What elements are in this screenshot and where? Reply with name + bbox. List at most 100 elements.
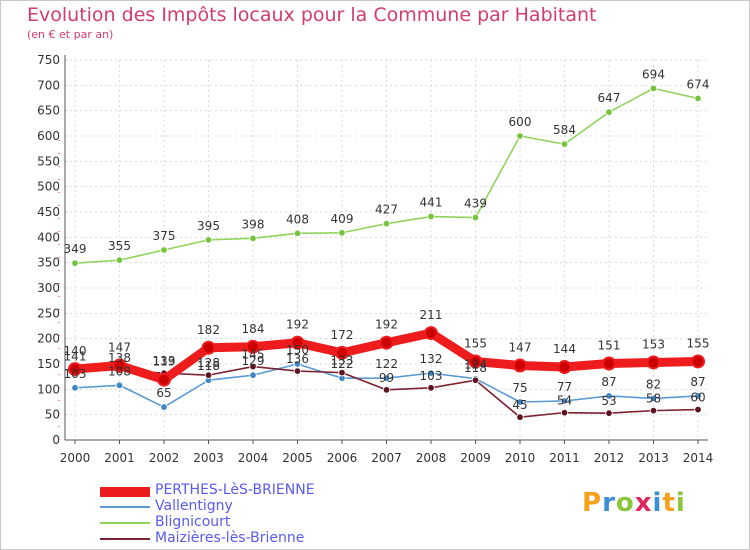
legend-item-blignicourt: Blignicourt xyxy=(100,514,400,531)
proxiti-logo: Proxiti xyxy=(582,488,686,518)
data-label-maizi-res-l-s-brienne: 138 xyxy=(108,351,131,365)
legend-item-maizieres: Maizières-lès-Brienne xyxy=(100,530,400,547)
x-tick-label: 2000 xyxy=(60,451,91,465)
legend-item-perthes: PERTHES-LèS-BRIENNE xyxy=(100,482,400,499)
data-point-vallentigny xyxy=(160,403,168,411)
data-label-perthes-l-s-brienne: 155 xyxy=(464,336,487,350)
data-point-maizi-res-l-s-brienne xyxy=(382,386,391,394)
data-point-perthes-l-s-brienne xyxy=(557,360,572,375)
data-label-maizi-res-l-s-brienne: 99 xyxy=(379,371,394,385)
chart-subtitle: (en € et par an) xyxy=(27,28,114,41)
data-label-blignicourt: 395 xyxy=(197,219,220,233)
data-label-perthes-l-s-brienne: 184 xyxy=(242,322,265,336)
data-label-maizi-res-l-s-brienne: 58 xyxy=(646,392,661,406)
data-label-perthes-l-s-brienne: 211 xyxy=(420,308,443,322)
data-label-vallentigny: 124 xyxy=(464,358,487,372)
legend-swatch-vallentigny xyxy=(100,506,150,508)
logo-letter: i xyxy=(652,488,663,518)
data-point-maizi-res-l-s-brienne xyxy=(293,367,302,375)
data-point-vallentigny xyxy=(560,397,569,405)
data-label-maizi-res-l-s-brienne: 45 xyxy=(512,398,527,412)
data-point-maizi-res-l-s-brienne xyxy=(427,384,435,392)
data-label-maizi-res-l-s-brienne: 133 xyxy=(153,354,176,368)
data-label-perthes-l-s-brienne: 147 xyxy=(108,341,131,355)
data-point-perthes-l-s-brienne xyxy=(379,335,394,350)
legend-swatch-maizieres xyxy=(100,538,150,540)
data-point-perthes-l-s-brienne xyxy=(691,354,705,369)
x-tick-label: 2002 xyxy=(149,451,180,465)
data-point-perthes-l-s-brienne xyxy=(602,356,616,371)
legend-item-vallentigny: Vallentigny xyxy=(100,498,400,515)
data-label-maizi-res-l-s-brienne: 145 xyxy=(242,348,265,362)
data-point-vallentigny xyxy=(427,369,435,377)
data-label-perthes-l-s-brienne: 140 xyxy=(64,344,87,358)
data-label-vallentigny: 87 xyxy=(690,375,705,389)
data-label-vallentigny: 103 xyxy=(64,367,87,381)
data-point-blignicourt xyxy=(427,212,435,221)
data-label-vallentigny: 122 xyxy=(375,357,398,371)
data-point-vallentigny xyxy=(115,381,124,389)
data-point-vallentigny xyxy=(293,360,302,368)
data-point-vallentigny xyxy=(382,374,391,382)
data-point-perthes-l-s-brienne xyxy=(424,326,438,341)
data-point-perthes-l-s-brienne xyxy=(468,354,483,369)
data-point-vallentigny xyxy=(516,398,524,406)
data-point-blignicourt xyxy=(249,234,257,243)
data-point-perthes-l-s-brienne xyxy=(335,345,349,360)
data-point-perthes-l-s-brienne xyxy=(68,362,82,377)
data-point-maizi-res-l-s-brienne xyxy=(471,376,480,384)
legend-swatch-perthes xyxy=(100,487,150,497)
data-point-blignicourt xyxy=(694,94,702,103)
data-point-maizi-res-l-s-brienne xyxy=(516,413,524,421)
y-tick-label: 400 xyxy=(37,230,60,244)
data-label-vallentigny: 87 xyxy=(601,375,616,389)
data-label-maizi-res-l-s-brienne: 133 xyxy=(331,354,354,368)
data-label-blignicourt: 439 xyxy=(464,197,487,211)
data-label-blignicourt: 375 xyxy=(153,229,176,243)
y-tick-label: 250 xyxy=(37,306,60,320)
data-label-vallentigny: 150 xyxy=(286,343,309,357)
legend-label-perthes: PERTHES-LèS-BRIENNE xyxy=(155,482,315,498)
y-tick-label: 300 xyxy=(37,281,60,295)
data-point-vallentigny xyxy=(249,371,257,379)
data-point-blignicourt xyxy=(115,256,124,264)
legend-label-vallentigny: Vallentigny xyxy=(155,498,233,514)
x-tick-label: 2004 xyxy=(238,451,269,465)
data-point-blignicourt xyxy=(338,229,346,237)
y-tick-label: 500 xyxy=(37,180,60,194)
x-tick-label: 2013 xyxy=(638,451,669,465)
logo-letter: o xyxy=(615,488,635,518)
data-point-maizi-res-l-s-brienne xyxy=(560,408,569,417)
data-label-vallentigny: 75 xyxy=(512,381,527,395)
data-label-maizi-res-l-s-brienne: 103 xyxy=(420,369,443,383)
logo-letter: r xyxy=(602,488,616,518)
data-label-blignicourt: 398 xyxy=(242,217,265,231)
y-tick-label: 450 xyxy=(37,205,60,219)
logo-letter: x xyxy=(634,488,653,518)
data-label-blignicourt: 408 xyxy=(286,212,309,226)
data-label-vallentigny: 122 xyxy=(331,357,354,371)
x-tick-label: 2007 xyxy=(371,451,402,465)
data-label-blignicourt: 674 xyxy=(687,78,710,92)
y-tick-label: 350 xyxy=(37,256,60,270)
x-tick-label: 2012 xyxy=(594,451,625,465)
logo-letter: i xyxy=(675,488,686,518)
x-tick-label: 2001 xyxy=(104,451,135,465)
data-point-perthes-l-s-brienne xyxy=(157,372,171,387)
data-point-perthes-l-s-brienne xyxy=(201,340,216,355)
data-label-perthes-l-s-brienne: 155 xyxy=(687,336,710,350)
y-tick-label: 150 xyxy=(37,357,60,371)
y-tick-label: 0 xyxy=(52,433,60,447)
legend-swatch-blignicourt xyxy=(100,522,150,524)
data-point-blignicourt xyxy=(382,219,391,228)
data-point-blignicourt xyxy=(560,140,569,148)
x-tick-label: 2010 xyxy=(505,451,536,465)
data-label-perthes-l-s-brienne: 144 xyxy=(553,342,576,356)
data-label-vallentigny: 132 xyxy=(420,352,443,366)
data-label-maizi-res-l-s-brienne: 53 xyxy=(601,394,616,408)
data-label-blignicourt: 409 xyxy=(331,212,354,226)
data-point-maizi-res-l-s-brienne xyxy=(338,368,346,377)
x-tick-label: 2014 xyxy=(683,451,714,465)
data-label-vallentigny: 108 xyxy=(108,364,131,378)
data-label-maizi-res-l-s-brienne: 54 xyxy=(557,394,572,408)
